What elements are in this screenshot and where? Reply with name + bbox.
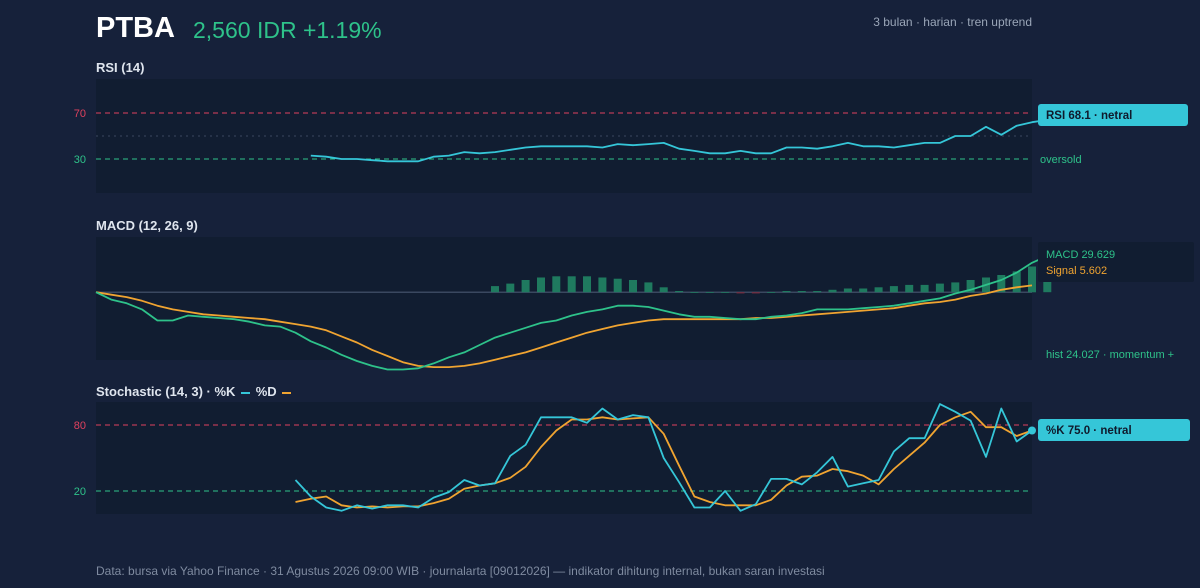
- macd-hist-bar: [705, 292, 714, 293]
- macd-hist-bar: [613, 278, 622, 293]
- macd-hist-bar: [874, 287, 883, 293]
- chart-meta: 3 bulan · harian · tren uptrend: [873, 15, 1032, 29]
- macd-hist-bar: [935, 283, 944, 293]
- macd-hist-bar: [521, 280, 530, 293]
- macd-signal-label: Signal 5.602: [1046, 265, 1107, 277]
- macd-line: [95, 255, 1048, 371]
- macd-title: MACD (12, 26, 9): [96, 218, 198, 233]
- macd-panel-bg: [96, 237, 1032, 360]
- stoch-k-legend-swatch: [241, 391, 251, 394]
- macd-hist-bar: [951, 282, 960, 293]
- stoch-tick-80: 80: [74, 420, 86, 432]
- ticker-title: PTBA: [96, 12, 175, 44]
- macd-hist-bar: [721, 292, 730, 293]
- rsi-tick-70: 70: [74, 108, 86, 120]
- macd-hist-bar: [506, 283, 515, 293]
- rsi-title: RSI (14): [96, 60, 145, 75]
- stoch-panel-bg: [96, 402, 1032, 514]
- macd-hist-label: hist 24.027 · momentum +: [1046, 349, 1174, 361]
- stoch-tick-20: 20: [74, 486, 86, 498]
- rsi-badge: [1038, 104, 1188, 126]
- macd-hist-bar: [537, 277, 545, 293]
- macd-hist-bar: [859, 288, 868, 293]
- rsi-series-line: [310, 114, 1063, 163]
- macd-value-label: MACD 29.629: [1046, 249, 1115, 261]
- stoch-badge-text: %K 75.0 · netral: [1046, 425, 1132, 437]
- stoch-d-line: [295, 410, 1033, 509]
- macd-hist-bar: [675, 291, 684, 293]
- macd-hist-bar: [920, 284, 929, 293]
- macd-hist-bar: [889, 286, 898, 293]
- stoch-title-d: %D: [255, 384, 277, 399]
- macd-hist-bar: [552, 276, 561, 293]
- macd-hist-bar: [1012, 271, 1021, 293]
- rsi-badge-text: RSI 68.1 · netral: [1046, 110, 1132, 122]
- macd-hist-bar: [828, 289, 837, 293]
- macd-hist-bar: [567, 276, 576, 293]
- macd-hist-bar: [751, 292, 760, 294]
- stoch-title: Stochastic (14, 3) · %K %D: [96, 384, 293, 399]
- macd-hist-bar: [736, 292, 745, 294]
- macd-legend-box: [1038, 242, 1194, 282]
- macd-hist-bar: [1028, 266, 1036, 293]
- rsi-oversold-label: oversold: [1040, 154, 1082, 166]
- macd-hist-bar: [997, 275, 1006, 293]
- price-change: 2,560 IDR +1.19%: [193, 17, 382, 43]
- macd-hist-bar: [797, 291, 806, 293]
- macd-hist-bar: [813, 291, 822, 293]
- macd-hist-bar: [690, 292, 699, 293]
- stoch-d-legend-swatch: [282, 391, 292, 394]
- macd-hist-bar: [583, 276, 591, 293]
- macd-hist-bar: [629, 280, 637, 293]
- stoch-title-k: Stochastic (14, 3) · %K: [96, 384, 236, 399]
- rsi-tick-30: 30: [74, 154, 86, 166]
- stoch-k-line: [294, 403, 1033, 512]
- macd-hist-bar: [843, 288, 852, 293]
- macd-hist-bar: [644, 282, 653, 293]
- macd-hist-bar: [767, 292, 776, 293]
- stoch-last-point: [1028, 426, 1036, 435]
- macd-hist-bar: [491, 286, 499, 293]
- footer-note: Data: bursa via Yahoo Finance · 31 Agust…: [96, 564, 825, 578]
- stoch-badge: [1038, 419, 1190, 441]
- macd-hist-bar: [659, 287, 668, 293]
- macd-hist-bar: [905, 284, 914, 293]
- macd-hist-bar: [966, 280, 975, 293]
- macd-signal-line: [95, 284, 1033, 369]
- macd-hist-bar: [598, 277, 607, 293]
- macd-hist-bar: [782, 291, 791, 293]
